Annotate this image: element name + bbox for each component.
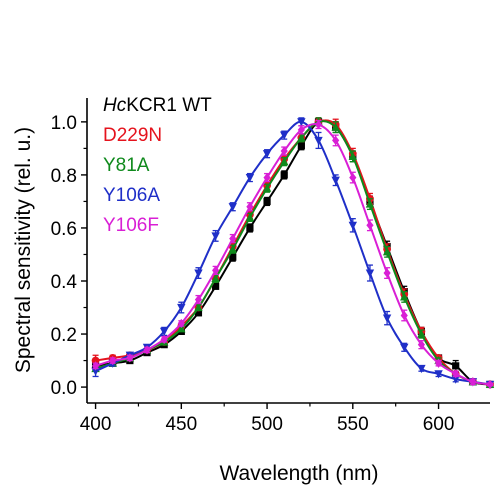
legend-entry-y106a: Y106A (103, 185, 160, 206)
data-point (452, 369, 460, 379)
data-point (314, 119, 323, 130)
data-point (211, 273, 220, 282)
data-point (229, 253, 237, 261)
data-point (177, 303, 186, 313)
y-tick-label: 1.0 (51, 113, 77, 134)
x-tick-label: 500 (251, 414, 283, 435)
data-point (280, 157, 289, 166)
y-tick-label: 0.8 (51, 166, 77, 187)
y-tick-label: 0.2 (51, 325, 77, 346)
data-point (212, 265, 220, 275)
axes-layer: 400 450 500 550 600 0.0 0.2 0.4 0.6 0.8 1.0 (51, 98, 490, 435)
data-point (228, 203, 237, 212)
data-point (486, 379, 494, 390)
y-tick-label: 0.0 (51, 378, 77, 399)
data-point (126, 353, 134, 363)
data-point (159, 327, 169, 336)
legend-entry-wt-suffix: KCR1 WT (126, 95, 212, 116)
data-point (331, 122, 340, 131)
data-point (417, 340, 426, 350)
data-point (280, 146, 288, 156)
data-point (297, 142, 305, 150)
data-point (469, 377, 477, 387)
data-point (280, 171, 288, 179)
legend-entry-d229n: D229N (103, 125, 162, 146)
series-line-4 (95, 122, 491, 386)
data-point (400, 343, 409, 352)
data-point (400, 292, 409, 301)
data-point (314, 136, 323, 146)
data-point (297, 118, 306, 127)
data-point (143, 345, 151, 355)
data-point (452, 362, 460, 370)
data-point (160, 334, 168, 344)
data-point (349, 172, 357, 183)
data-point (263, 172, 271, 183)
data-point (177, 318, 185, 329)
y-tick-label: 0.6 (51, 219, 77, 240)
data-point (331, 176, 340, 185)
data-point (262, 183, 272, 192)
legend-entry-wt-prefix: Hc (103, 95, 127, 116)
data-point (246, 224, 254, 232)
data-point (91, 356, 100, 365)
data-point (365, 269, 375, 278)
data-point (365, 199, 375, 208)
data-point (434, 358, 443, 368)
data-point (194, 269, 203, 278)
data-point (194, 294, 203, 305)
series-layer (91, 117, 495, 390)
y-tick-label: 0.4 (51, 272, 78, 293)
data-point (212, 282, 220, 290)
legend-entry-y81a: Y81A (103, 155, 150, 176)
data-point (228, 244, 237, 253)
data-point (245, 173, 255, 183)
data-point (332, 135, 340, 146)
data-point (229, 233, 237, 244)
data-point (383, 268, 391, 278)
data-point (262, 150, 272, 159)
x-tick-label: 600 (423, 414, 455, 435)
data-point (382, 247, 392, 256)
series-3 (91, 117, 495, 390)
data-point (297, 133, 306, 142)
data-point (400, 310, 408, 321)
data-point (177, 324, 186, 333)
data-point (194, 309, 203, 317)
data-point (246, 202, 254, 212)
x-tick-label: 400 (80, 414, 112, 435)
data-point (366, 220, 374, 230)
data-point (348, 151, 358, 160)
data-point (280, 131, 289, 140)
data-point (91, 361, 100, 371)
data-point (297, 125, 305, 135)
x-tick-label: 450 (165, 414, 197, 435)
x-tick-label: 550 (337, 414, 369, 435)
series-4 (91, 119, 494, 390)
data-point (434, 370, 443, 379)
x-axis-title: Wavelength (nm) (219, 462, 378, 485)
data-point (245, 212, 255, 221)
legend: HcKCR1 WT D229N Y81A Y106A Y106F (103, 95, 212, 236)
data-point (263, 197, 271, 206)
data-point (211, 232, 220, 241)
y-axis-title: Spectral sensitivity (rel. u.) (12, 127, 35, 373)
data-point (451, 375, 460, 384)
data-point (382, 314, 392, 323)
data-point (348, 221, 358, 230)
legend-entry-y106f: Y106F (103, 215, 159, 236)
legend-entry-wt: HcKCR1 WT (103, 95, 212, 116)
data-point (194, 302, 203, 312)
data-point (91, 367, 100, 376)
data-point (109, 355, 117, 366)
data-point (417, 329, 426, 338)
data-point (417, 364, 426, 374)
